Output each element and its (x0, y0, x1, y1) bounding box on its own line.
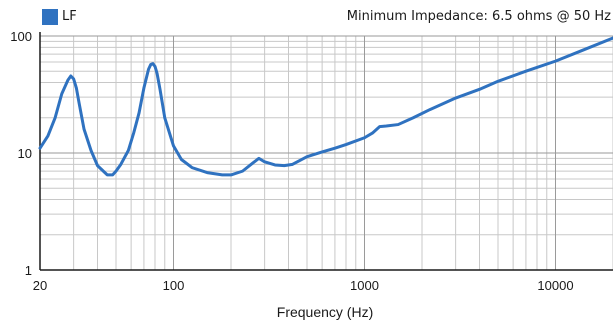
y-tick-label: 100 (10, 29, 32, 44)
x-tick-label: 10000 (537, 278, 573, 293)
y-tick-label: 1 (25, 263, 32, 278)
x-axis-label: Frequency (Hz) (277, 304, 373, 320)
legend-swatch-lf (42, 9, 58, 25)
x-tick-label: 1000 (350, 278, 379, 293)
series-line-lf (38, 36, 613, 177)
min-impedance-note: Minimum Impedance: 6.5 ohms @ 50 Hz (346, 9, 611, 24)
x-tick-label: 20 (33, 278, 47, 293)
x-tick-label: 100 (163, 278, 185, 293)
tick-labels: 20 100 1000 10000 1 10 100 (10, 29, 573, 293)
y-tick-label: 10 (18, 146, 32, 161)
legend-label-lf: LF (62, 9, 77, 24)
axes (39, 32, 613, 271)
series-layer (38, 36, 613, 177)
